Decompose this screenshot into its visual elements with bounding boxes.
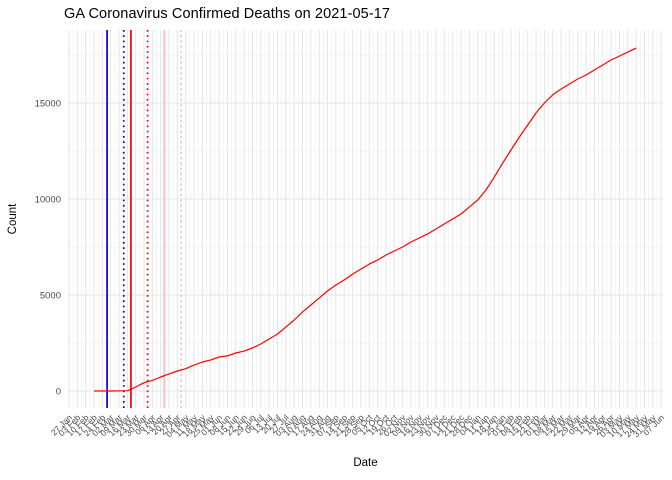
y-tick-label: 15000: [35, 99, 61, 110]
gridlines-minor: [68, 30, 663, 408]
y-axis-tick-labels: 0 5000 10000 15000: [35, 99, 61, 398]
deaths-line-series: [94, 47, 637, 392]
y-tick-label: 0: [56, 387, 61, 398]
gridlines-major: [68, 30, 663, 408]
x-axis-title: Date: [353, 457, 378, 469]
y-tick-label: 5000: [40, 291, 61, 302]
event-vlines: [106, 30, 182, 408]
chart-title: GA Coronavirus Confirmed Deaths on 2021-…: [64, 6, 391, 22]
y-tick-label: 10000: [35, 195, 61, 206]
deaths-line: [94, 47, 637, 392]
y-axis-title: Count: [7, 203, 19, 235]
